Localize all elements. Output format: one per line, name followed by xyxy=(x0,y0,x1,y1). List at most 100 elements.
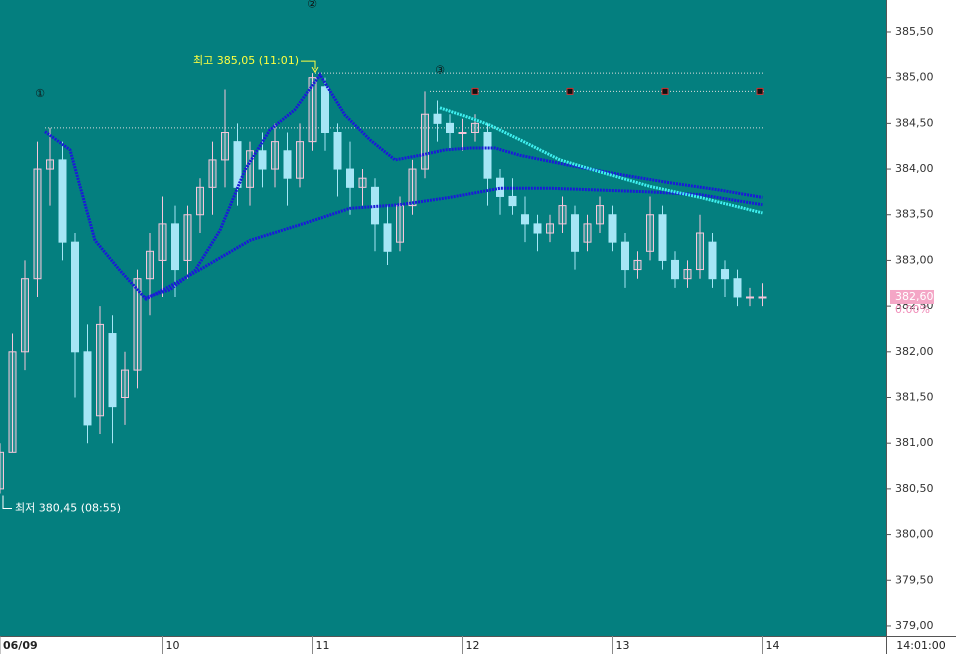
y-tick-label: 379,00 xyxy=(895,619,934,632)
candle-body xyxy=(746,296,754,299)
level-marker xyxy=(566,87,574,95)
candle-body xyxy=(458,132,467,134)
candle-body xyxy=(708,241,717,280)
candle-body xyxy=(471,122,479,133)
candle-body xyxy=(671,259,679,280)
marker-label: ③ xyxy=(435,63,445,76)
y-tick-label: 384,50 xyxy=(895,116,934,129)
candle-body xyxy=(496,177,504,197)
level-marker xyxy=(471,87,479,95)
candle-body xyxy=(571,214,579,252)
last-price-box xyxy=(890,289,934,304)
x-tick-label: 12 xyxy=(466,639,480,652)
candle-body xyxy=(46,159,54,170)
candle-body xyxy=(408,168,417,207)
candle-body xyxy=(108,333,117,408)
x-axis-panel xyxy=(0,636,886,654)
candle-body xyxy=(483,132,492,179)
change-label: 0.00% xyxy=(895,303,930,316)
candle-body xyxy=(133,278,142,371)
candle-body xyxy=(258,150,267,170)
x-tick-label: 06/09 xyxy=(3,639,38,652)
candle-body xyxy=(446,122,454,133)
candle-body xyxy=(421,113,429,170)
candle-body xyxy=(533,223,542,234)
y-tick-label: 380,00 xyxy=(895,528,934,541)
candle-body xyxy=(321,86,329,134)
candle-body xyxy=(433,113,442,124)
candle-body xyxy=(271,141,279,170)
y-tick-label: 385,50 xyxy=(895,25,934,38)
x-tick-label: 10 xyxy=(166,639,180,652)
candle-body xyxy=(583,223,592,243)
level-marker xyxy=(661,87,669,95)
candle-body xyxy=(146,250,154,280)
candle-body xyxy=(33,168,42,280)
candle-body xyxy=(233,141,242,188)
candle-body xyxy=(83,351,92,426)
plot-area xyxy=(0,0,886,636)
y-tick-label: 384,00 xyxy=(895,162,934,175)
candle-body xyxy=(633,259,642,271)
candle-body xyxy=(71,241,79,353)
candle-body xyxy=(171,223,179,271)
candle-body xyxy=(546,223,554,234)
candle-body xyxy=(21,278,29,353)
candle-body xyxy=(208,159,217,188)
min-arrow xyxy=(2,495,12,509)
last-price-label: 382,60 xyxy=(895,290,934,303)
candle-body xyxy=(183,214,192,261)
candle-body xyxy=(96,323,104,417)
moving-average xyxy=(144,186,763,302)
candle-body xyxy=(558,205,567,225)
candle-body xyxy=(646,214,654,252)
candle-body xyxy=(596,205,604,225)
candle-body xyxy=(758,296,767,299)
candle-body xyxy=(346,168,354,188)
candle-body xyxy=(733,278,742,298)
y-tick-label: 382,00 xyxy=(895,345,934,358)
candle-body xyxy=(121,369,129,399)
y-tick-label: 379,50 xyxy=(895,573,934,586)
moving-average xyxy=(439,106,763,215)
y-tick-label: 381,00 xyxy=(895,436,934,449)
candle-body xyxy=(221,132,229,161)
marker-label: ① xyxy=(35,87,45,100)
candle-body xyxy=(658,214,667,261)
candle-body xyxy=(333,132,342,170)
level-marker xyxy=(756,87,764,95)
y-axis-panel xyxy=(886,0,956,654)
x-tick-label: 14 xyxy=(766,639,780,652)
candle-body xyxy=(196,186,204,216)
candle-body xyxy=(0,451,4,490)
y-tick-label: 383,00 xyxy=(895,253,934,266)
candle-body xyxy=(521,214,529,225)
candle-body xyxy=(283,150,292,179)
candle-body xyxy=(296,141,304,179)
candle-body xyxy=(608,214,617,243)
moving-average xyxy=(44,72,763,300)
y-tick-label: 385,00 xyxy=(895,71,934,84)
candle-body xyxy=(8,351,17,453)
min-label: 최저 380,45 (08:55) xyxy=(15,501,121,514)
marker-label: ② xyxy=(307,0,317,11)
x-tick-label: 13 xyxy=(616,639,630,652)
time-label: 14:01:00 xyxy=(896,639,945,652)
candle-body xyxy=(721,269,729,280)
y-tick-label: 383,50 xyxy=(895,208,934,221)
y-tick-label: 381,50 xyxy=(895,391,934,404)
candle-body xyxy=(358,177,367,188)
candle-body xyxy=(383,223,392,252)
candle-body xyxy=(158,223,167,261)
x-tick-label: 11 xyxy=(316,639,330,652)
candle-body xyxy=(508,195,517,207)
candle-body xyxy=(683,269,692,280)
max-label: 최고 385,05 (11:01) xyxy=(193,54,299,67)
candle-body xyxy=(396,205,404,243)
max-arrow xyxy=(301,60,319,74)
candle-body xyxy=(58,159,67,243)
candle-body xyxy=(308,77,317,143)
candle-body xyxy=(696,232,704,271)
y-tick-label: 380,50 xyxy=(895,482,934,495)
